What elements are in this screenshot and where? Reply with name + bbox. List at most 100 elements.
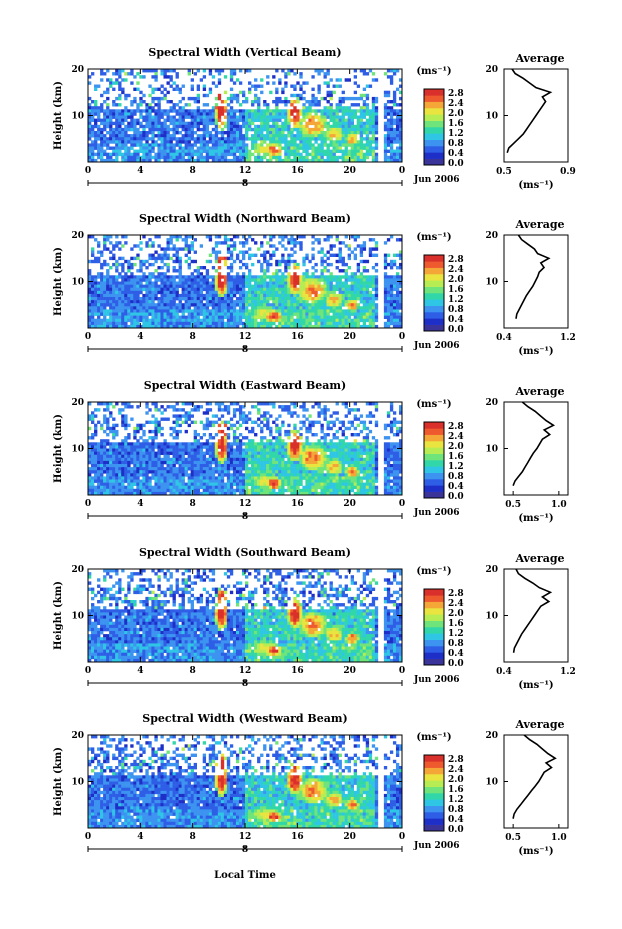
heatmap-cell: [344, 78, 348, 82]
heatmap-cell: [395, 238, 400, 242]
heatmap-cell: [133, 143, 137, 147]
heatmap-cell: [214, 235, 219, 239]
heatmap-cell: [338, 259, 342, 264]
heatmap-cell: [175, 158, 179, 163]
heatmap-cell: [275, 149, 279, 153]
heatmap-cell: [133, 256, 137, 261]
heatmap-cell: [205, 93, 210, 98]
heatmap-cell: [398, 303, 403, 307]
heatmap-cell: [202, 112, 207, 116]
heatmap-cell: [184, 287, 188, 292]
heatmap-cell: [103, 297, 107, 301]
heatmap-cell: [97, 321, 101, 326]
heatmap-cell: [196, 303, 201, 307]
heatmap-cell: [257, 303, 261, 307]
heatmap-cell: [130, 476, 134, 480]
heatmap-cell: [139, 297, 143, 301]
heatmap-cell: [163, 473, 167, 477]
heatmap-cell: [139, 124, 143, 129]
heatmap-cell: [248, 284, 252, 288]
heatmap-cell: [386, 300, 391, 304]
heatmap-cell: [142, 69, 146, 73]
heatmap-cell: [181, 247, 185, 251]
heatmap-cell: [157, 275, 161, 279]
heatmap-cell: [266, 284, 270, 288]
heatmap-cell: [184, 241, 188, 245]
heatmap-cell: [335, 324, 339, 329]
heatmap-cell: [145, 467, 149, 471]
heatmap-cell: [151, 420, 155, 424]
heatmap-cell: [223, 137, 228, 141]
heatmap-cell: [109, 479, 113, 483]
heatmap-cell: [160, 485, 164, 490]
heatmap-cell: [154, 96, 158, 101]
heatmap-cell: [299, 96, 303, 101]
heatmap-cell: [320, 247, 324, 251]
heatmap-cell: [127, 457, 131, 462]
heatmap-cell: [118, 293, 122, 298]
heatmap-cell: [353, 290, 358, 295]
heatmap-cell: [106, 451, 110, 455]
heatmap-cell: [238, 321, 243, 326]
heatmap-cell: [308, 140, 312, 144]
heatmap-cell: [181, 121, 185, 126]
heatmap-cell: [169, 106, 173, 110]
heatmap-cell: [160, 287, 164, 292]
heatmap-cell: [190, 309, 194, 313]
heatmap-cell: [205, 293, 210, 298]
heatmap-cell: [374, 253, 379, 257]
heatmap-cell: [145, 405, 149, 409]
heatmap-cell: [127, 155, 131, 160]
heatmap-cell: [199, 303, 204, 307]
heatmap-cell: [353, 124, 358, 129]
heatmap-cell: [175, 420, 179, 424]
heatmap-cell: [97, 256, 101, 261]
heatmap-cell: [133, 433, 137, 437]
heatmap-cell: [284, 324, 288, 329]
heatmap-cell: [226, 103, 231, 107]
heatmap-cell: [163, 93, 167, 98]
heatmap-cell: [184, 275, 188, 279]
y-tick-label: 10: [71, 112, 84, 122]
heatmap-cell: [365, 278, 370, 282]
heatmap-cell: [311, 152, 315, 157]
heatmap-cell: [88, 454, 92, 459]
heatmap-cell: [232, 235, 237, 239]
heatmap-cell: [320, 140, 324, 144]
heatmap-cell: [136, 303, 140, 307]
heatmap-cell: [103, 417, 107, 421]
heatmap-cell: [323, 143, 327, 147]
heatmap-cell: [266, 312, 270, 316]
heatmap-cell: [100, 470, 104, 474]
heatmap-cell: [308, 278, 312, 282]
heatmap-cell: [389, 78, 394, 82]
heatmap-cell: [296, 118, 300, 122]
x-tick-label: 0: [399, 332, 405, 342]
heatmap-cell: [163, 272, 167, 276]
heatmap-cell: [199, 309, 204, 313]
heatmap-cell: [275, 152, 279, 157]
heatmap-cell: [235, 158, 240, 163]
heatmap-cell: [103, 488, 107, 493]
heatmap-cell: [91, 106, 95, 110]
heatmap-cell: [251, 312, 255, 316]
heatmap-cell: [112, 460, 116, 465]
heatmap-cell: [109, 467, 113, 471]
heatmap-cell: [260, 315, 264, 319]
heatmap-cell: [290, 284, 294, 288]
heatmap-cell: [347, 143, 351, 147]
heatmap-cell: [290, 84, 294, 88]
heatmap-cell: [269, 134, 273, 138]
heatmap-cell: [272, 75, 276, 79]
heatmap-cell: [118, 109, 122, 113]
heatmap-cell: [229, 275, 234, 279]
heatmap-cell: [245, 100, 249, 104]
heatmap-cell: [109, 250, 113, 254]
heatmap-cell: [241, 109, 246, 113]
heatmap-cell: [163, 306, 167, 310]
heatmap-cell: [160, 124, 164, 129]
heatmap-cell: [284, 266, 288, 270]
heatmap-cell: [88, 293, 92, 298]
heatmap-cell: [314, 321, 318, 326]
heatmap-cell: [172, 134, 176, 138]
